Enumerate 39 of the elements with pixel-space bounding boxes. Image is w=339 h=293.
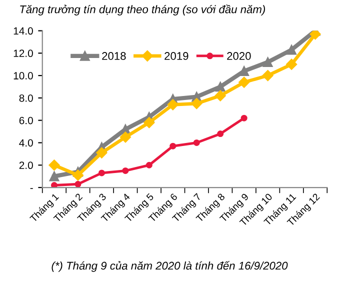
point (262, 57, 273, 68)
point (122, 167, 129, 174)
point (239, 66, 250, 76)
y-tick-label: 10.0 (14, 72, 33, 80)
point (170, 142, 176, 150)
point (50, 182, 58, 188)
y-tick-label: 12.0 (14, 50, 33, 58)
y-tick-label: 2.0 (19, 162, 33, 170)
legend-label: 2020 (227, 52, 251, 60)
y-tick-label: 14.0 (14, 27, 33, 35)
chart-title: Tăng trưởng tín dụng theo tháng (so với đầu năm) (20, 4, 265, 16)
legend-label: 2019 (164, 52, 188, 60)
point (48, 160, 60, 171)
point (72, 170, 84, 181)
point (74, 180, 82, 188)
y-tick-label: 6.0 (19, 116, 33, 124)
point (146, 162, 152, 168)
point (144, 117, 155, 128)
point (167, 99, 178, 110)
legend-label: 2018 (102, 52, 126, 60)
point (96, 147, 108, 158)
point (120, 132, 131, 143)
point (214, 90, 226, 102)
point (286, 58, 298, 70)
y-tick-label: 8.0 (19, 94, 33, 102)
point (238, 76, 250, 88)
text: (*) Tháng 9 của năm 2020 là tính đến 16/9/2020 (52, 261, 288, 272)
point (98, 170, 105, 176)
point (286, 44, 296, 55)
point (262, 70, 274, 82)
point (217, 130, 224, 138)
point (240, 114, 248, 122)
point (191, 98, 202, 110)
point (193, 139, 200, 146)
point (310, 30, 321, 40)
y-tick-label: 4.0 (19, 139, 33, 147)
point (49, 171, 60, 182)
y-tick-label: - (30, 188, 33, 189)
point (215, 82, 226, 92)
